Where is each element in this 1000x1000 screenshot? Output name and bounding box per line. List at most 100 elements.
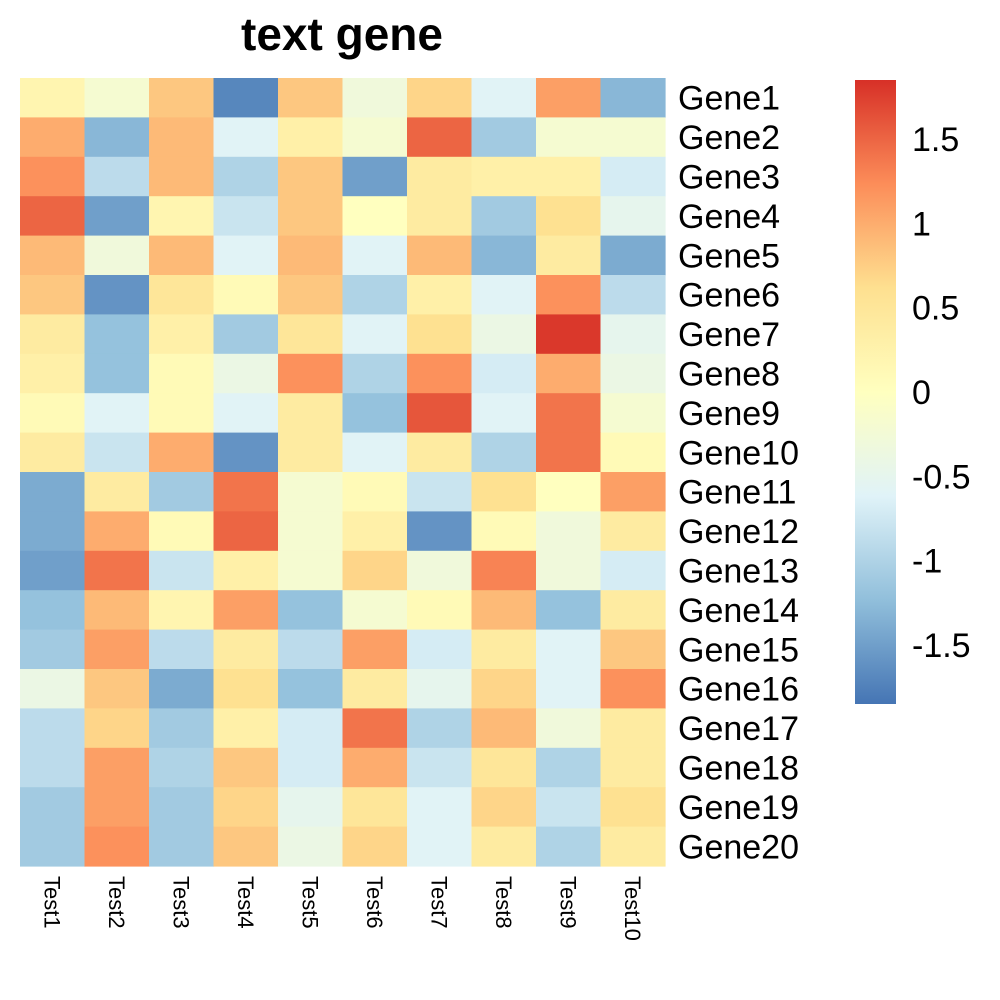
heatmap-cell-gene1-test3 <box>149 78 215 118</box>
heatmap-cell-gene7-test10 <box>600 314 666 355</box>
heatmap-cell-gene5-test3 <box>149 235 215 276</box>
heatmap-cell-gene3-test9 <box>536 156 602 197</box>
heatmap-cell-gene2-test9 <box>536 117 602 158</box>
heatmap-cell-gene5-test2 <box>84 235 150 276</box>
row-label-gene8: Gene8 <box>678 356 780 394</box>
heatmap-cell-gene15-test7 <box>407 629 473 670</box>
heatmap-cell-gene3-test4 <box>213 156 279 197</box>
heatmap-cell-gene11-test10 <box>600 472 666 512</box>
heatmap-cell-gene6-test6 <box>342 275 408 315</box>
heatmap-cell-gene19-test9 <box>536 787 602 828</box>
heatmap-cell-gene13-test2 <box>84 550 150 591</box>
row-label-gene1: Gene1 <box>678 80 780 118</box>
heatmap-cell-gene4-test9 <box>536 196 602 237</box>
column-labels: Test1 Test2 Test3 Test4 Test5 Test6 Test7 Test8… <box>39 876 645 941</box>
heatmap-cell-gene1-test6 <box>342 78 408 118</box>
legend-tick-label: 1.5 <box>912 121 959 159</box>
heatmap-cell-gene6-test8 <box>471 275 537 315</box>
heatmap-cell-gene3-test1 <box>20 156 86 197</box>
heatmap-cell-gene6-test5 <box>278 275 344 315</box>
heatmap-cell-gene17-test4 <box>213 708 279 749</box>
heatmap-cell-gene6-test2 <box>84 275 150 315</box>
heatmap-cell-gene9-test10 <box>600 393 666 434</box>
heatmap-cell-gene20-test7 <box>407 826 473 867</box>
row-label-gene18: Gene18 <box>678 750 799 788</box>
heatmap-cell-gene18-test2 <box>84 747 150 788</box>
heatmap-cell-gene10-test10 <box>600 432 666 473</box>
heatmap-cell-gene17-test1 <box>20 708 86 749</box>
heatmap-cell-gene9-test8 <box>471 393 537 434</box>
heatmap-cell-gene16-test10 <box>600 669 666 709</box>
column-label-test10: Test10 <box>620 876 645 941</box>
heatmap-cell-gene15-test3 <box>149 629 215 670</box>
heatmap-cell-gene9-test4 <box>213 393 279 434</box>
heatmap-cell-gene14-test7 <box>407 590 473 631</box>
heatmap-cell-gene20-test5 <box>278 826 344 867</box>
heatmap-cell-gene10-test8 <box>471 432 537 473</box>
heatmap-cell-gene20-test8 <box>471 826 537 867</box>
row-label-gene6: Gene6 <box>678 277 780 315</box>
row-label-gene4: Gene4 <box>678 198 780 236</box>
heatmap-cell-gene14-test10 <box>600 590 666 631</box>
heatmap-cell-gene7-test8 <box>471 314 537 355</box>
heatmap-cell-gene13-test9 <box>536 550 602 591</box>
heatmap-cell-gene10-test9 <box>536 432 602 473</box>
legend-tick-label: 0.5 <box>912 290 959 328</box>
heatmap-cell-gene5-test7 <box>407 235 473 276</box>
heatmap-cell-gene2-test7 <box>407 117 473 158</box>
heatmap-cell-gene16-test3 <box>149 669 215 709</box>
heatmap-cell-gene2-test3 <box>149 117 215 158</box>
heatmap-cell-gene14-test6 <box>342 590 408 631</box>
row-label-gene14: Gene14 <box>678 592 799 630</box>
heatmap-cell-gene13-test8 <box>471 550 537 591</box>
heatmap-cell-gene2-test5 <box>278 117 344 158</box>
heatmap-cell-gene16-test8 <box>471 669 537 709</box>
heatmap-cell-gene12-test5 <box>278 511 344 552</box>
heatmap-cell-gene12-test10 <box>600 511 666 552</box>
heatmap-cell-gene5-test9 <box>536 235 602 276</box>
heatmap-cell-gene14-test1 <box>20 590 86 631</box>
heatmap-cell-gene13-test10 <box>600 550 666 591</box>
heatmap-cell-gene10-test6 <box>342 432 408 473</box>
legend-tick-label: -1 <box>912 543 942 581</box>
legend-ticks: 1.5 1 0.5 0 -0.5 -1 -1.5 <box>912 121 971 665</box>
heatmap-cell-gene14-test9 <box>536 590 602 631</box>
heatmap-cell-gene1-test1 <box>20 78 86 118</box>
heatmap-cell-gene11-test4 <box>213 472 279 512</box>
heatmap-cell-gene12-test7 <box>407 511 473 552</box>
column-label-test4: Test4 <box>233 876 258 929</box>
heatmap-cell-gene18-test9 <box>536 747 602 788</box>
heatmap-cell-gene17-test9 <box>536 708 602 749</box>
heatmap-cell-gene13-test7 <box>407 550 473 591</box>
heatmap-cell-gene12-test2 <box>84 511 150 552</box>
heatmap-cell-gene3-test6 <box>342 156 408 197</box>
heatmap-cell-gene19-test8 <box>471 787 537 828</box>
legend-tick-label: 1 <box>912 205 931 243</box>
heatmap-cell-gene4-test4 <box>213 196 279 237</box>
heatmap-cell-gene3-test2 <box>84 156 150 197</box>
heatmap-cell-gene20-test10 <box>600 826 666 867</box>
heatmap-cell-gene11-test8 <box>471 472 537 512</box>
column-label-test8: Test8 <box>491 876 516 929</box>
heatmap-cell-gene3-test3 <box>149 156 215 197</box>
heatmap-cell-gene19-test6 <box>342 787 408 828</box>
heatmap-cell-gene8-test6 <box>342 353 408 394</box>
heatmap-cell-gene9-test7 <box>407 393 473 434</box>
legend-color-bar <box>855 80 896 704</box>
heatmap-cell-gene19-test5 <box>278 787 344 828</box>
column-label-test2: Test2 <box>104 876 129 929</box>
row-label-gene11: Gene11 <box>678 474 796 512</box>
heatmap-cell-gene17-test3 <box>149 708 215 749</box>
heatmap-cell-gene16-test4 <box>213 669 279 709</box>
heatmap-cell-gene3-test7 <box>407 156 473 197</box>
heatmap-cell-gene18-test8 <box>471 747 537 788</box>
heatmap-cell-gene2-test2 <box>84 117 150 158</box>
heatmap-cell-gene11-test2 <box>84 472 150 512</box>
heatmap-cell-gene17-test8 <box>471 708 537 749</box>
heatmap-cell-gene9-test9 <box>536 393 602 434</box>
heatmap-cell-gene14-test4 <box>213 590 279 631</box>
heatmap-cell-gene8-test10 <box>600 353 666 394</box>
row-labels: Gene1Gene2Gene3Gene4Gene5Gene6Gene7Gene8… <box>678 80 799 867</box>
row-label-gene15: Gene15 <box>678 631 799 669</box>
